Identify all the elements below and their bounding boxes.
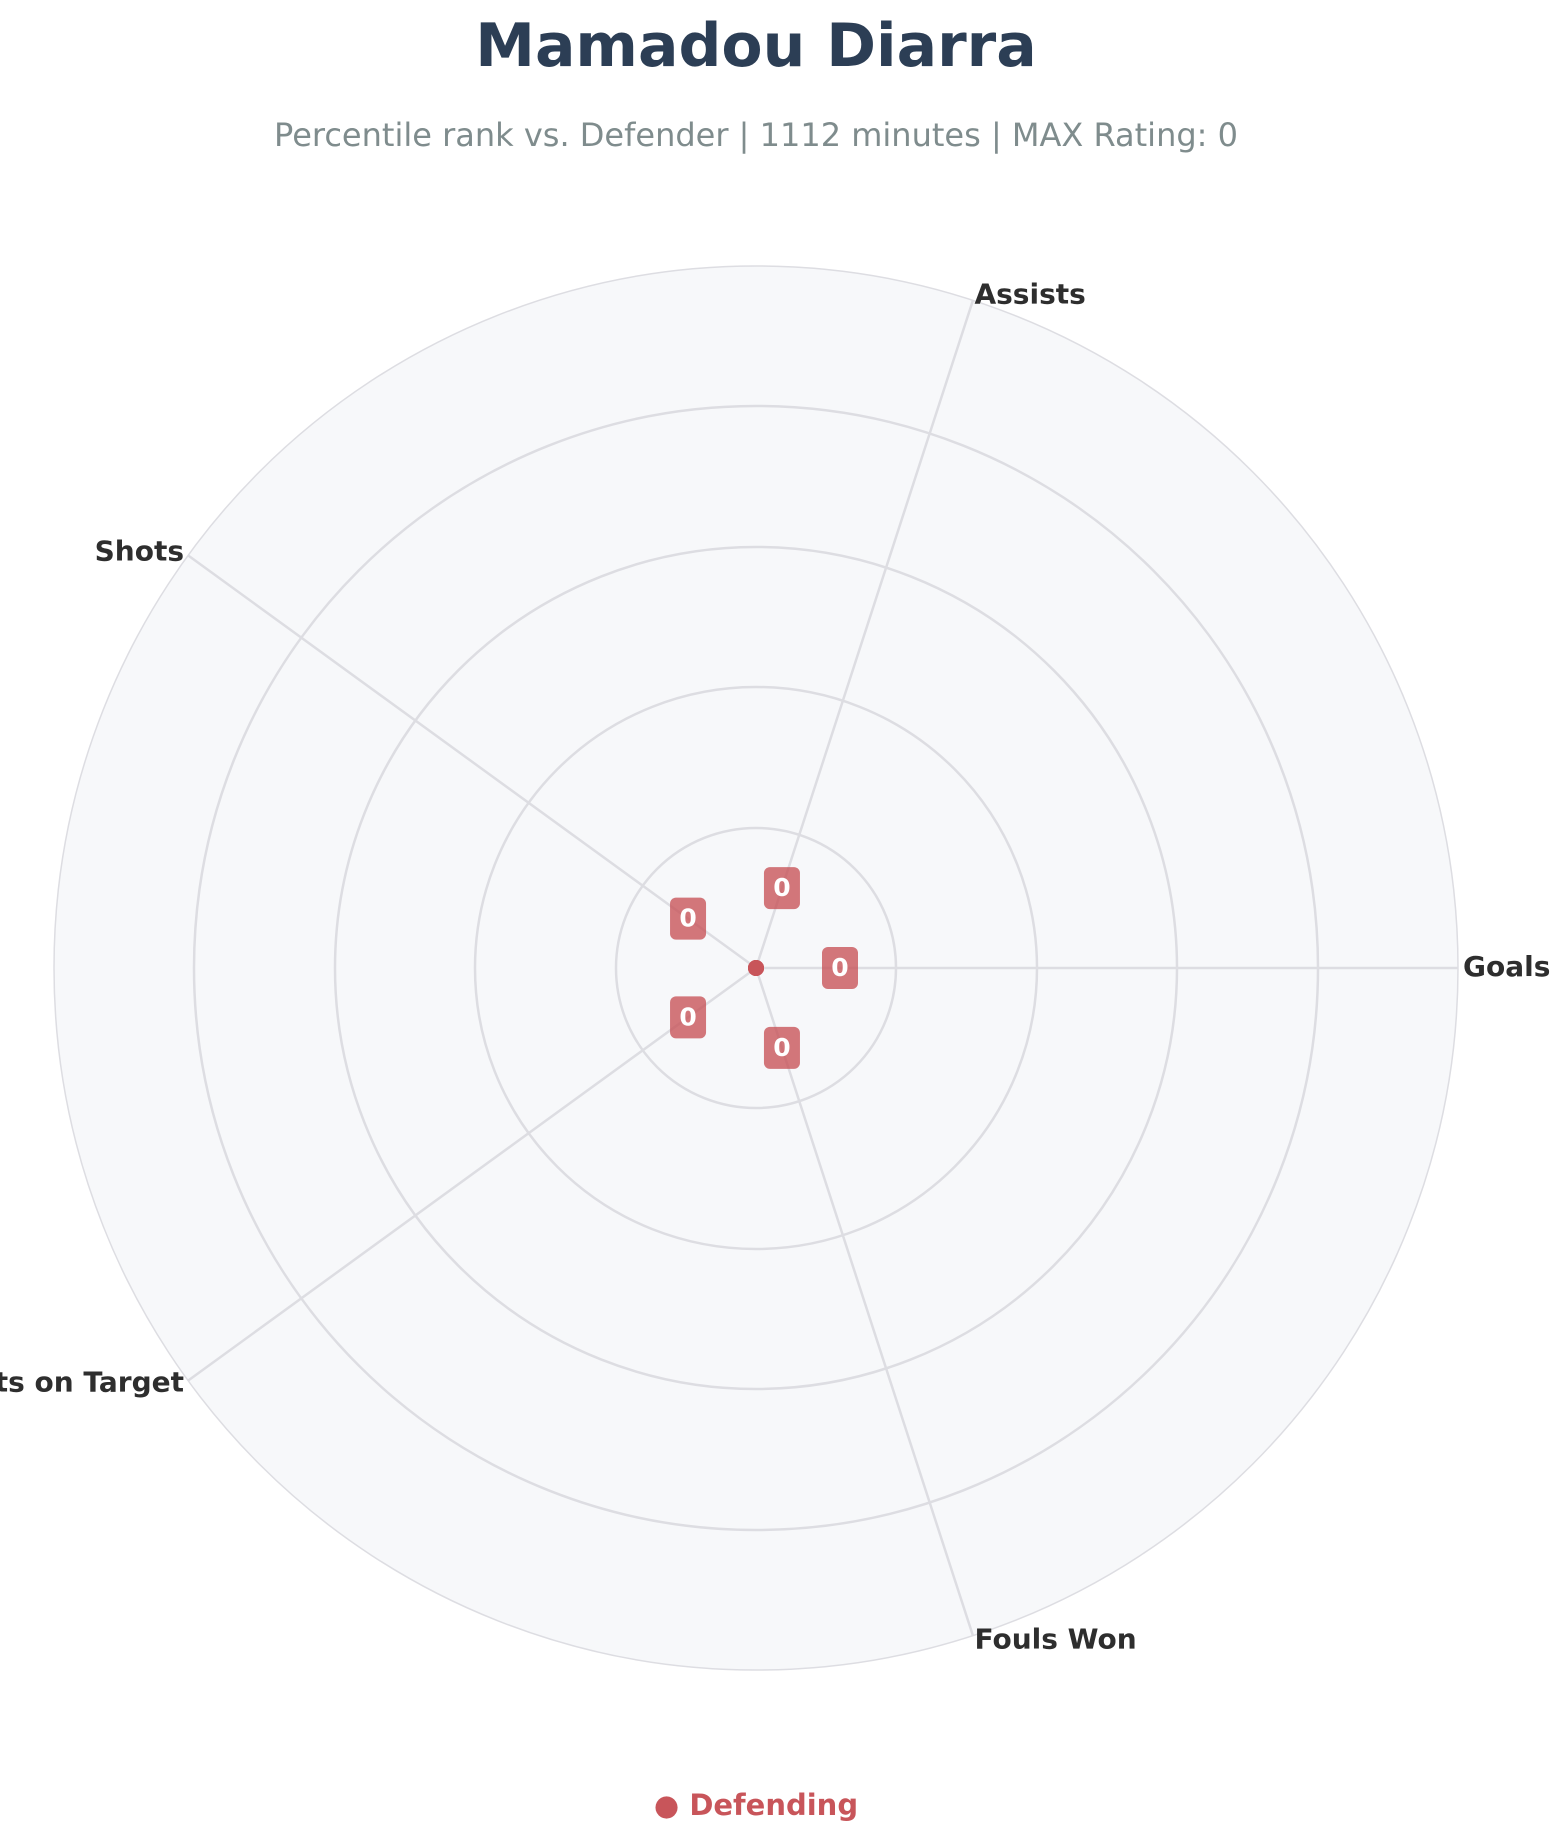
- axis-label: Shots on Target: [0, 1366, 184, 1399]
- data-point: [748, 960, 764, 976]
- value-label: 0: [773, 873, 790, 902]
- legend-item-defending: ● Defending: [654, 1788, 858, 1822]
- grid-spoke-3: [187, 554, 757, 970]
- chart-subtitle: Percentile rank vs. Defender | 1112 minu…: [274, 116, 1238, 154]
- axis-label: Fouls Won: [974, 1622, 1136, 1655]
- axis-label: Shots: [95, 534, 184, 567]
- value-badge-bg: [670, 996, 707, 1039]
- axis-label: Goals: [1463, 950, 1550, 983]
- grid-spoke-4: [187, 966, 757, 1382]
- value-badge-bg: [670, 897, 707, 940]
- value-badge: 0: [670, 897, 707, 940]
- value-label: 0: [679, 1002, 696, 1031]
- value-badge-bg: [763, 1026, 800, 1069]
- legend-marker: ●: [654, 1788, 679, 1822]
- value-label: 0: [831, 953, 848, 982]
- value-badge: 0: [763, 1026, 800, 1069]
- value-labels: 0 0 0 0 0: [670, 867, 858, 1069]
- plot-area: 0 0 0 0 0 Goals Assists Shots Shots on Target Fo…: [0, 265, 1550, 1671]
- legend: ● Defending: [654, 1788, 858, 1822]
- grid-spokes: [187, 299, 1458, 1637]
- value-badge: 0: [763, 867, 800, 910]
- grid-spoke-5: [754, 967, 975, 1637]
- value-badge: 0: [670, 996, 707, 1039]
- axis-label: Assists: [974, 278, 1085, 311]
- value-label: 0: [679, 904, 696, 933]
- value-badge-bg: [763, 867, 800, 910]
- axis-labels: Goals Assists Shots Shots on Target Fouls Wo…: [0, 278, 1550, 1656]
- grid-spoke-2: [754, 299, 975, 969]
- value-badge-bg: [822, 947, 858, 989]
- chart-title: Mamadou Diarra: [475, 11, 1037, 81]
- series-layer: [748, 960, 764, 976]
- value-label: 0: [773, 1033, 790, 1062]
- value-badge: 0: [822, 947, 858, 989]
- legend-label: Defending: [689, 1788, 858, 1822]
